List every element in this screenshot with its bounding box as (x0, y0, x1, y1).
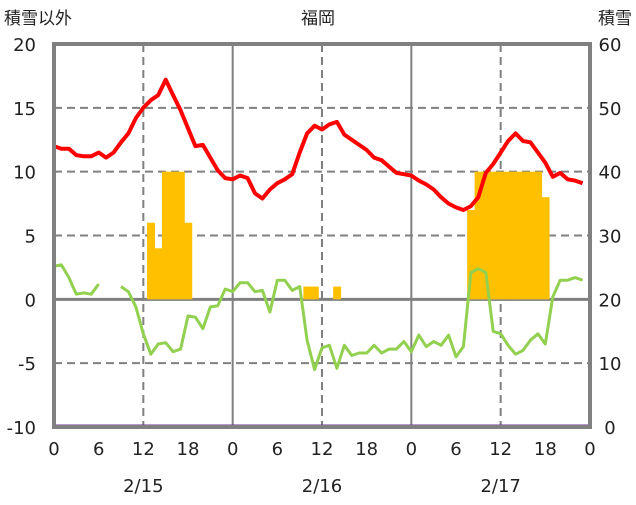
x-tick-label: 0 (406, 439, 417, 460)
right-tick-label: 10 (599, 354, 622, 375)
chart-title: 福岡 (301, 9, 335, 29)
right-tick-label: 40 (599, 163, 622, 184)
bar (154, 248, 163, 300)
bar (541, 197, 550, 300)
left-tick-label: -5 (18, 354, 36, 375)
right-tick-label: 20 (599, 290, 622, 311)
bar (467, 209, 476, 300)
left-tick-label: 5 (25, 227, 36, 248)
x-tick-label: 18 (177, 439, 200, 460)
left-tick-label: 0 (25, 290, 36, 311)
bar (310, 286, 319, 300)
left-tick-label: -10 (7, 418, 36, 439)
date-label: 2/17 (480, 476, 520, 497)
plot-frame (52, 42, 592, 429)
bar (504, 171, 513, 300)
red-series-line (53, 77, 584, 212)
x-tick-label: 6 (93, 439, 104, 460)
bar (496, 171, 505, 300)
x-tick-label: 6 (272, 439, 283, 460)
bar (534, 171, 543, 300)
left-tick-label: 15 (13, 99, 36, 120)
green-series-line (53, 263, 584, 372)
x-tick-label: 18 (355, 439, 378, 460)
x-tick-label: 0 (584, 439, 595, 460)
bar (176, 171, 185, 300)
bar (184, 222, 193, 300)
bar (489, 171, 498, 300)
bar (474, 171, 483, 300)
date-label: 2/16 (302, 476, 342, 497)
x-tick-label: 18 (534, 439, 557, 460)
x-tick-label: 12 (132, 439, 155, 460)
left-tick-label: 20 (13, 35, 36, 56)
x-tick-label: 0 (227, 439, 238, 460)
right-axis-label: 積雪 (598, 9, 632, 29)
x-tick-label: 12 (489, 439, 512, 460)
date-label: 2/15 (123, 476, 163, 497)
bar (526, 171, 535, 300)
right-tick-label: 50 (599, 99, 622, 120)
right-tick-label: 60 (599, 35, 622, 56)
x-tick-label: 0 (48, 439, 59, 460)
bar (482, 171, 490, 300)
left-axis-label: 積雪以外 (4, 9, 72, 29)
right-tick-label: 0 (604, 418, 615, 439)
bar (333, 286, 342, 300)
left-tick-label: 10 (13, 163, 36, 184)
bar (303, 286, 312, 300)
bar (511, 171, 520, 300)
bar (519, 171, 528, 300)
bar (161, 171, 170, 300)
bar (169, 171, 178, 300)
bar (147, 222, 155, 300)
right-tick-label: 30 (599, 227, 622, 248)
x-tick-label: 12 (311, 439, 334, 460)
x-tick-label: 6 (450, 439, 461, 460)
